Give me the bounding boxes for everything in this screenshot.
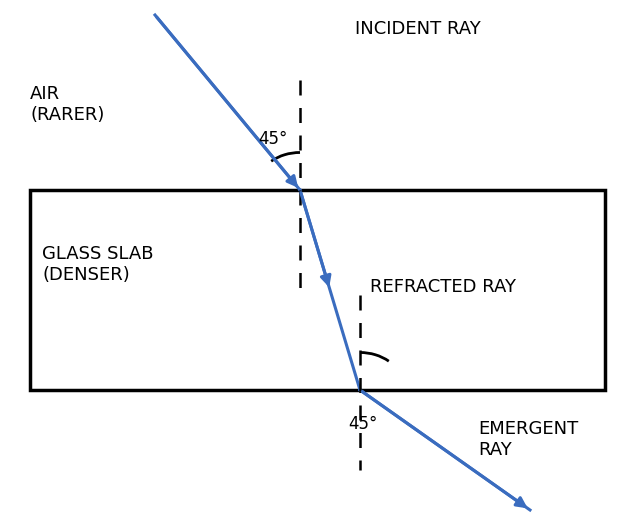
Text: GLASS SLAB
(DENSER): GLASS SLAB (DENSER) [42,245,154,284]
Text: REFRACTED RAY: REFRACTED RAY [370,278,516,296]
Text: INCIDENT RAY: INCIDENT RAY [355,20,481,38]
Text: AIR
(RARER): AIR (RARER) [30,85,104,124]
Text: 45°: 45° [348,415,377,433]
Text: 45°: 45° [258,130,288,148]
Text: EMERGENT
RAY: EMERGENT RAY [478,420,578,459]
Bar [30,190,605,390]
